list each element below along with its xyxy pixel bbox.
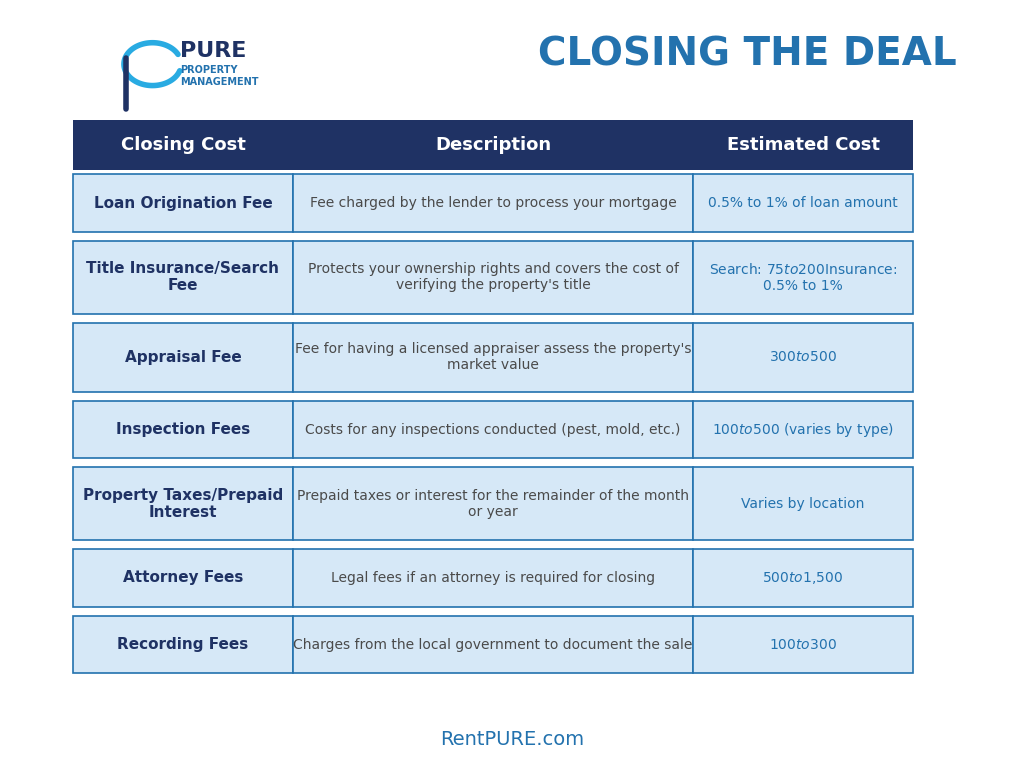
Text: Title Insurance/Search
Fee: Title Insurance/Search Fee <box>86 261 280 293</box>
Text: Costs for any inspections conducted (pest, mold, etc.): Costs for any inspections conducted (pes… <box>305 422 681 436</box>
Text: Recording Fees: Recording Fees <box>118 637 249 652</box>
FancyBboxPatch shape <box>293 468 693 540</box>
Text: Fee for having a licensed appraiser assess the property's
market value: Fee for having a licensed appraiser asse… <box>295 342 691 372</box>
FancyBboxPatch shape <box>293 120 693 170</box>
FancyBboxPatch shape <box>293 549 693 607</box>
Text: Legal fees if an attorney is required for closing: Legal fees if an attorney is required fo… <box>331 571 655 585</box>
Text: CLOSING THE DEAL: CLOSING THE DEAL <box>538 36 956 74</box>
FancyBboxPatch shape <box>73 468 293 540</box>
Text: Varies by location: Varies by location <box>741 497 864 511</box>
FancyBboxPatch shape <box>73 549 293 607</box>
FancyBboxPatch shape <box>693 120 913 170</box>
Text: Closing Cost: Closing Cost <box>121 136 246 154</box>
Text: Fee charged by the lender to process your mortgage: Fee charged by the lender to process you… <box>309 196 677 210</box>
Text: Prepaid taxes or interest for the remainder of the month
or year: Prepaid taxes or interest for the remain… <box>297 488 689 519</box>
FancyBboxPatch shape <box>293 616 693 674</box>
FancyBboxPatch shape <box>293 241 693 313</box>
FancyBboxPatch shape <box>73 174 293 232</box>
Text: Property Taxes/Prepaid
Interest: Property Taxes/Prepaid Interest <box>83 488 283 520</box>
Text: $100 to $300: $100 to $300 <box>769 637 837 651</box>
Text: Attorney Fees: Attorney Fees <box>123 571 243 585</box>
FancyBboxPatch shape <box>73 323 293 392</box>
Text: Protects your ownership rights and covers the cost of
verifying the property's t: Protects your ownership rights and cover… <box>307 262 679 293</box>
FancyBboxPatch shape <box>693 174 913 232</box>
Text: Estimated Cost: Estimated Cost <box>727 136 880 154</box>
Text: PURE: PURE <box>180 41 247 61</box>
FancyBboxPatch shape <box>693 241 913 313</box>
Text: $500 to $1,500: $500 to $1,500 <box>763 570 844 586</box>
FancyBboxPatch shape <box>73 241 293 313</box>
Text: Charges from the local government to document the sale: Charges from the local government to doc… <box>293 637 692 651</box>
FancyBboxPatch shape <box>293 401 693 458</box>
Text: $300 to $500: $300 to $500 <box>769 350 837 364</box>
Text: RentPURE.com: RentPURE.com <box>440 730 584 750</box>
FancyBboxPatch shape <box>73 616 293 674</box>
Text: PROPERTY: PROPERTY <box>180 65 238 75</box>
FancyBboxPatch shape <box>293 174 693 232</box>
FancyBboxPatch shape <box>293 323 693 392</box>
Text: MANAGEMENT: MANAGEMENT <box>180 77 259 87</box>
Text: Appraisal Fee: Appraisal Fee <box>125 349 242 365</box>
Text: 0.5% to 1% of loan amount: 0.5% to 1% of loan amount <box>709 196 898 210</box>
FancyBboxPatch shape <box>73 120 293 170</box>
FancyBboxPatch shape <box>73 401 293 458</box>
Text: Search: $75 to $200Insurance:
0.5% to 1%: Search: $75 to $200Insurance: 0.5% to 1% <box>709 262 897 293</box>
Text: Inspection Fees: Inspection Fees <box>116 422 250 437</box>
FancyBboxPatch shape <box>693 549 913 607</box>
FancyBboxPatch shape <box>693 468 913 540</box>
Text: Loan Origination Fee: Loan Origination Fee <box>93 196 272 210</box>
Text: Description: Description <box>435 136 551 154</box>
FancyBboxPatch shape <box>693 616 913 674</box>
FancyBboxPatch shape <box>693 323 913 392</box>
Text: $100 to $500 (varies by type): $100 to $500 (varies by type) <box>712 421 894 439</box>
FancyBboxPatch shape <box>693 401 913 458</box>
